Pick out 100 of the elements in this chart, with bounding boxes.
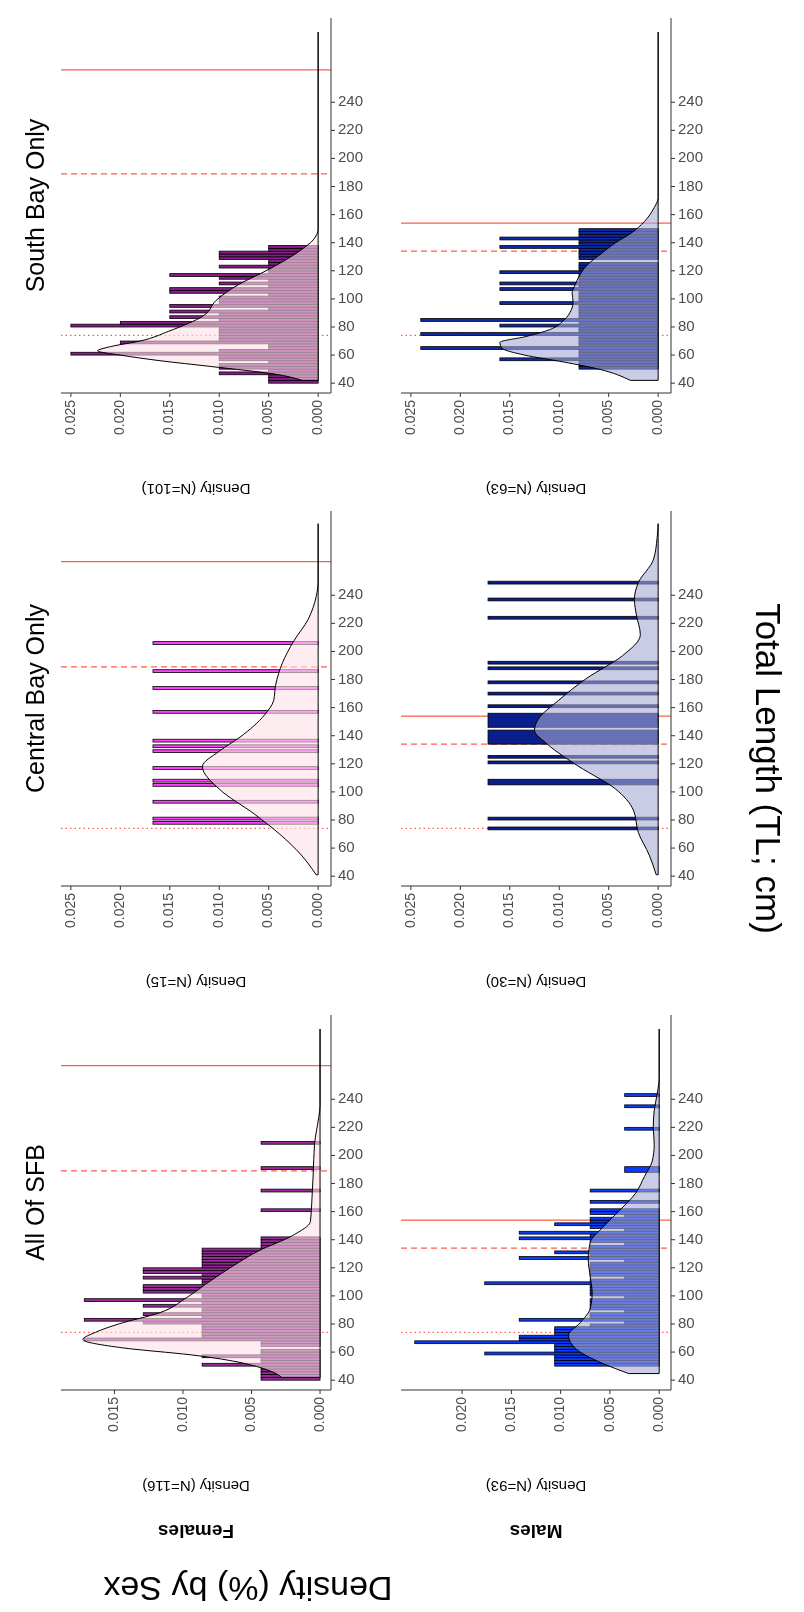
x-tick-label: 0.010 bbox=[549, 399, 566, 436]
x-tick-label: 0.015 bbox=[500, 892, 517, 929]
y-tick-label: 140 bbox=[678, 1229, 704, 1247]
x-tick-label: 0.020 bbox=[451, 892, 468, 929]
y-tick-label: 60 bbox=[338, 1342, 355, 1360]
y-tick-label: 180 bbox=[678, 1173, 704, 1191]
x-tick-label: 0.005 bbox=[259, 399, 276, 436]
x-axis-title: Density (N=101) bbox=[141, 481, 251, 499]
x-tick-label: 0.015 bbox=[502, 1396, 519, 1433]
x-axis-title: Density (N=63) bbox=[485, 481, 587, 499]
y-tick-label: 40 bbox=[338, 1370, 355, 1388]
x-tick-label: 0.000 bbox=[308, 399, 325, 436]
y-tick-label: 140 bbox=[338, 725, 364, 743]
x-tick-label: 0.025 bbox=[401, 892, 418, 929]
text: Females bbox=[157, 1520, 235, 1542]
y-tick-label: 200 bbox=[678, 1145, 704, 1163]
x-tick-label: 0.020 bbox=[111, 399, 128, 436]
x-tick-label: 0.020 bbox=[111, 892, 128, 929]
y-tick-label: 120 bbox=[338, 1257, 364, 1275]
text: Central Bay Only bbox=[20, 603, 49, 793]
y-tick-label: 120 bbox=[678, 1257, 704, 1275]
y-tick-label: 220 bbox=[338, 120, 364, 138]
y-tick-label: 80 bbox=[338, 809, 355, 827]
y-tick-label: 140 bbox=[678, 232, 704, 250]
y-tick-label: 80 bbox=[678, 316, 695, 334]
y-tick-label: 180 bbox=[678, 669, 704, 687]
y-tick-label: 220 bbox=[338, 613, 364, 631]
y-tick-label: 160 bbox=[338, 1201, 364, 1219]
y-tick-label: 200 bbox=[338, 148, 364, 166]
x-axis-title: Density (N=15) bbox=[145, 974, 247, 992]
y-tick-label: 220 bbox=[678, 613, 704, 631]
x-tick-label: 0.025 bbox=[61, 399, 78, 436]
y-tick-label: 40 bbox=[338, 373, 355, 391]
y-tick-label: 60 bbox=[678, 838, 695, 856]
y-tick-label: 240 bbox=[678, 1089, 704, 1107]
x-tick-label: 0.005 bbox=[242, 1396, 259, 1433]
y-tick-label: 180 bbox=[338, 1173, 364, 1191]
y-tick-label: 160 bbox=[678, 204, 704, 222]
y-tick-label: 80 bbox=[338, 316, 355, 334]
x-tick-label: 0.005 bbox=[600, 1396, 617, 1433]
x-tick-label: 0.000 bbox=[310, 1396, 327, 1433]
y-tick-label: 140 bbox=[678, 725, 704, 743]
y-tick-label: 180 bbox=[678, 176, 704, 194]
y-tick-label: 120 bbox=[338, 260, 364, 278]
x-tick-label: 0.000 bbox=[648, 892, 665, 929]
y-tick-label: 80 bbox=[338, 1313, 355, 1331]
x-tick-label: 0.000 bbox=[308, 892, 325, 929]
x-tick-label: 0.020 bbox=[451, 399, 468, 436]
y-tick-label: 120 bbox=[678, 260, 704, 278]
x-axis-title: Density (N=93) bbox=[485, 1478, 587, 1496]
y-tick-label: 120 bbox=[678, 753, 704, 771]
y-tick-label: 200 bbox=[678, 148, 704, 166]
y-tick-label: 80 bbox=[678, 1313, 695, 1331]
text: South Bay Only bbox=[20, 118, 49, 293]
y-axis-title: Total Length (TL; cm) bbox=[748, 603, 788, 934]
x-tick-label: 0.005 bbox=[599, 892, 616, 929]
y-tick-label: 220 bbox=[678, 120, 704, 138]
text: Males bbox=[509, 1520, 563, 1542]
y-tick-label: 40 bbox=[678, 1370, 695, 1388]
text: All Of SFB bbox=[20, 1144, 49, 1261]
x-tick-label: 0.020 bbox=[452, 1396, 469, 1433]
x-axis-title: Density (N=30) bbox=[485, 974, 587, 992]
x-tick-label: 0.010 bbox=[209, 399, 226, 436]
y-tick-label: 220 bbox=[338, 1117, 364, 1135]
y-tick-label: 60 bbox=[678, 345, 695, 363]
y-tick-label: 160 bbox=[678, 1201, 704, 1219]
x-tick-label: 0.015 bbox=[160, 399, 177, 436]
x-tick-label: 0.025 bbox=[61, 892, 78, 929]
y-tick-label: 220 bbox=[678, 1117, 704, 1135]
y-tick-label: 180 bbox=[338, 669, 364, 687]
x-tick-label: 0.010 bbox=[551, 1396, 568, 1433]
x-tick-label: 0.015 bbox=[500, 399, 517, 436]
y-tick-label: 240 bbox=[338, 585, 364, 603]
x-tick-label: 0.000 bbox=[649, 1396, 666, 1433]
y-tick-label: 100 bbox=[678, 1285, 704, 1303]
y-tick-label: 60 bbox=[678, 1342, 695, 1360]
y-tick-label: 40 bbox=[678, 373, 695, 391]
y-tick-label: 100 bbox=[338, 288, 364, 306]
x-tick-label: 0.015 bbox=[160, 892, 177, 929]
y-tick-label: 100 bbox=[338, 1285, 364, 1303]
y-tick-label: 40 bbox=[678, 866, 695, 884]
y-tick-label: 100 bbox=[678, 288, 704, 306]
y-tick-label: 240 bbox=[678, 92, 704, 110]
text: Density (%) by Sex bbox=[103, 1570, 393, 1609]
y-tick-label: 140 bbox=[338, 1229, 364, 1247]
y-tick-label: 200 bbox=[678, 641, 704, 659]
y-tick-label: 200 bbox=[338, 1145, 364, 1163]
x-tick-label: 0.005 bbox=[259, 892, 276, 929]
y-tick-label: 180 bbox=[338, 176, 364, 194]
y-tick-label: 60 bbox=[338, 838, 355, 856]
x-tick-label: 0.025 bbox=[401, 399, 418, 436]
y-tick-label: 120 bbox=[338, 753, 364, 771]
x-tick-label: 0.000 bbox=[648, 399, 665, 436]
y-tick-label: 160 bbox=[678, 697, 704, 715]
x-tick-label: 0.015 bbox=[105, 1396, 122, 1433]
x-tick-label: 0.010 bbox=[173, 1396, 190, 1433]
y-tick-label: 80 bbox=[678, 809, 695, 827]
y-tick-label: 240 bbox=[338, 1089, 364, 1107]
y-tick-label: 60 bbox=[338, 345, 355, 363]
x-axis-title: Density (N=116) bbox=[142, 1478, 250, 1496]
